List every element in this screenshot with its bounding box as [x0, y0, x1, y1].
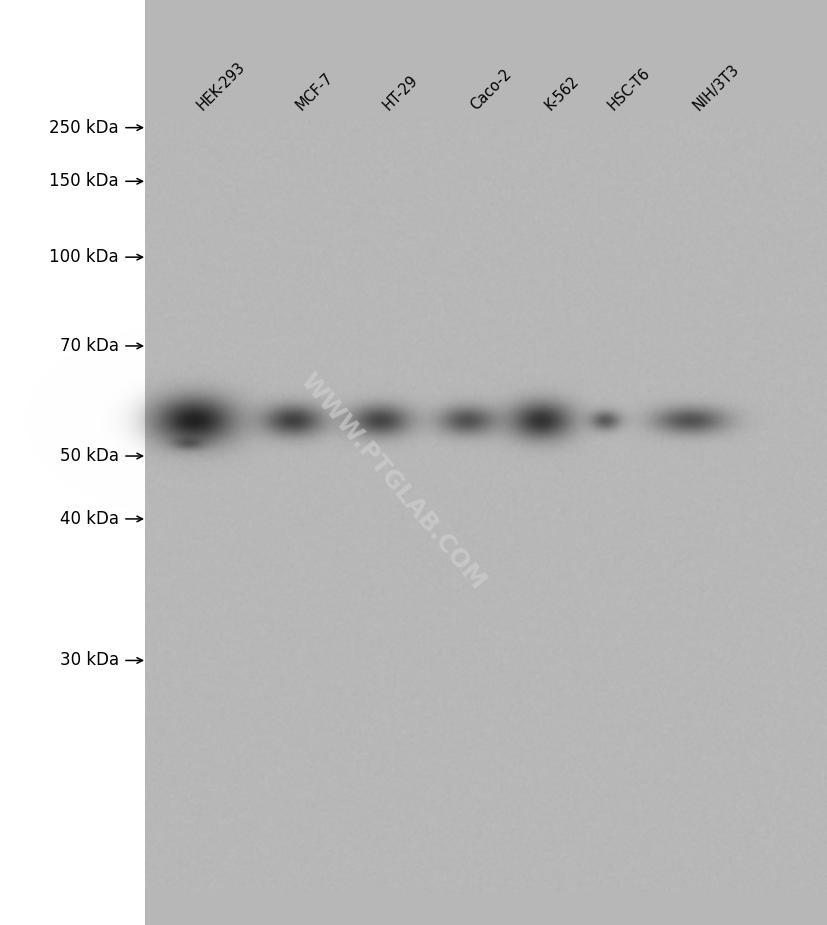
- Text: 150 kDa: 150 kDa: [50, 172, 119, 191]
- Text: 40 kDa: 40 kDa: [60, 510, 119, 528]
- Text: 30 kDa: 30 kDa: [60, 651, 119, 670]
- Text: HEK-293: HEK-293: [194, 59, 248, 113]
- Text: Caco-2: Caco-2: [467, 67, 514, 113]
- Text: 250 kDa: 250 kDa: [50, 118, 119, 137]
- Text: K-562: K-562: [542, 73, 581, 113]
- Text: WWW.PTGLAB.COM: WWW.PTGLAB.COM: [295, 368, 490, 594]
- Text: MCF-7: MCF-7: [294, 70, 337, 113]
- Text: 50 kDa: 50 kDa: [60, 447, 119, 465]
- Text: NIH/3T3: NIH/3T3: [691, 61, 743, 113]
- Text: HT-29: HT-29: [380, 72, 421, 113]
- Text: 70 kDa: 70 kDa: [60, 337, 119, 355]
- Text: HSC-T6: HSC-T6: [605, 65, 653, 113]
- Text: 100 kDa: 100 kDa: [50, 248, 119, 266]
